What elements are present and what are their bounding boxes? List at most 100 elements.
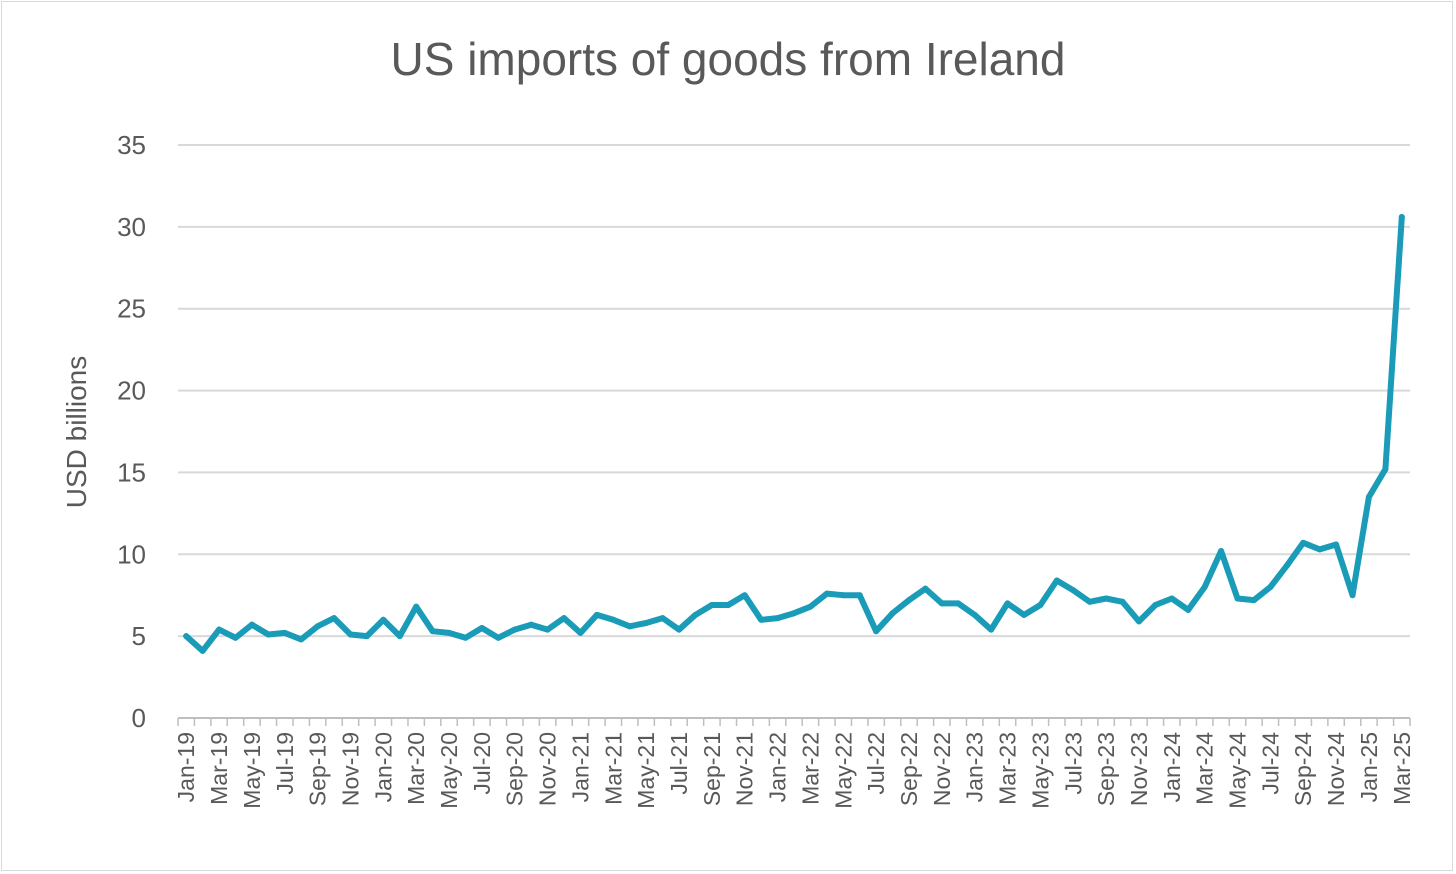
data-point [725, 602, 732, 609]
data-point [495, 634, 502, 641]
x-tick-label: Sep-23 [1093, 732, 1119, 806]
x-tick-label: Nov-21 [732, 732, 758, 806]
series-line [183, 214, 1405, 654]
data-point [889, 610, 896, 617]
x-tick-label: Nov-22 [929, 732, 955, 806]
x-tick-label: Mar-19 [206, 732, 232, 805]
data-point [1135, 618, 1142, 625]
data-point [1119, 598, 1126, 605]
data-point [955, 600, 962, 607]
data-point [1234, 595, 1241, 602]
data-point [248, 621, 255, 628]
data-point [1037, 602, 1044, 609]
data-point [1070, 587, 1077, 594]
data-point [922, 585, 929, 592]
x-tick-label: Jan-20 [370, 732, 396, 802]
data-point [659, 615, 666, 622]
x-tick-label: May-19 [239, 732, 265, 809]
series-group [183, 214, 1405, 654]
data-point [1103, 595, 1110, 602]
data-point [610, 616, 617, 623]
y-tick-label: 30 [117, 212, 146, 242]
data-point [1152, 602, 1159, 609]
x-tick-label: Nov-23 [1126, 732, 1152, 806]
x-tick-label: Jan-19 [173, 732, 199, 802]
data-point [1283, 562, 1290, 569]
data-point [905, 597, 912, 604]
data-point [528, 621, 535, 628]
data-point [988, 626, 995, 633]
data-point [1316, 546, 1323, 553]
x-tick-label: Jan-25 [1356, 732, 1382, 802]
data-point [938, 600, 945, 607]
data-point [478, 624, 485, 631]
data-point [1218, 548, 1225, 555]
x-tick-label: Jan-21 [567, 732, 593, 802]
x-tick-label: Sep-22 [896, 732, 922, 806]
data-point [873, 628, 880, 635]
data-point [380, 616, 387, 623]
data-point [413, 603, 420, 610]
data-point [1349, 592, 1356, 599]
x-tick-label: May-24 [1225, 732, 1251, 809]
x-tick-label: Mar-22 [797, 732, 823, 805]
x-tick-label: Sep-21 [699, 732, 725, 806]
x-tick-label: Mar-23 [995, 732, 1021, 805]
x-tick-label: Sep-19 [305, 732, 331, 806]
data-point [1185, 606, 1192, 613]
data-point [232, 634, 239, 641]
y-axis-ticks: 0 5 10 15 20 25 30 35 [117, 130, 146, 733]
x-tick-label: Nov-20 [535, 732, 561, 806]
data-point [692, 611, 699, 618]
data-point [281, 629, 288, 636]
x-tick-label: Nov-19 [337, 732, 363, 806]
x-tick-label: May-22 [830, 732, 856, 809]
data-point [363, 633, 370, 640]
data-point [676, 626, 683, 633]
x-tick-label: Sep-24 [1290, 732, 1316, 806]
data-point [774, 615, 781, 622]
data-point [971, 611, 978, 618]
y-tick-label: 5 [132, 621, 146, 651]
y-tick-label: 20 [117, 376, 146, 406]
x-tick-label: May-20 [436, 732, 462, 809]
data-point [396, 633, 403, 640]
y-axis-label: USD billions [61, 356, 92, 509]
gridlines [178, 144, 1410, 638]
y-tick-label: 15 [117, 457, 146, 487]
x-tick-label: Jan-23 [962, 732, 988, 802]
x-tick-label: Mar-20 [403, 732, 429, 805]
x-tick-label: Jul-24 [1257, 732, 1283, 795]
data-point [1365, 493, 1372, 500]
x-tick-label: Jul-21 [666, 732, 692, 795]
data-point [544, 626, 551, 633]
data-point [1300, 539, 1307, 546]
data-point [1201, 584, 1208, 591]
x-tick-label: Jul-19 [272, 732, 298, 795]
y-tick-label: 0 [132, 703, 146, 733]
data-point [314, 623, 321, 630]
chart-title: US imports of goods from Ireland [390, 33, 1066, 85]
data-point [1086, 598, 1093, 605]
data-point [331, 615, 338, 622]
data-point [265, 631, 272, 638]
x-tick-label: Jul-20 [469, 732, 495, 795]
data-point [577, 629, 584, 636]
data-point [1168, 595, 1175, 602]
data-point [807, 603, 814, 610]
data-point [1382, 466, 1389, 473]
data-point [199, 647, 206, 654]
x-tick-label: Jan-22 [765, 732, 791, 802]
data-point [758, 616, 765, 623]
x-tick-label: Sep-20 [502, 732, 528, 806]
data-point [593, 611, 600, 618]
y-tick-label: 35 [117, 130, 146, 160]
data-point [561, 615, 568, 622]
data-point [298, 636, 305, 643]
data-point [626, 623, 633, 630]
data-point [1004, 600, 1011, 607]
data-point [791, 610, 797, 617]
y-tick-label: 10 [117, 539, 146, 569]
data-point [1250, 597, 1257, 604]
data-point [216, 626, 223, 633]
